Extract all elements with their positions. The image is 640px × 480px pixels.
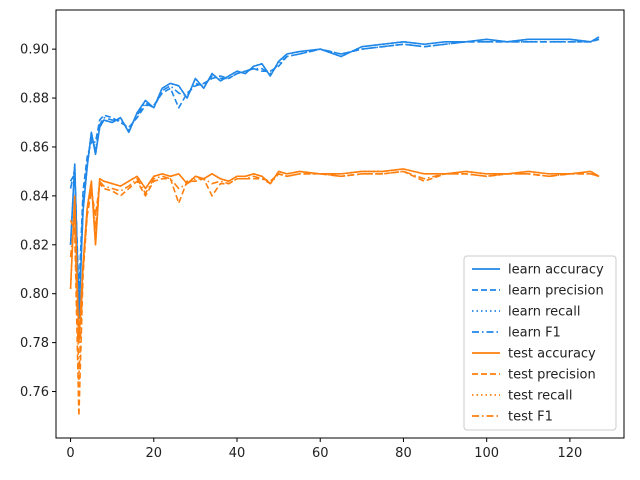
legend-label-learn-recall: learn recall [508, 305, 580, 320]
y-tick-label: 0.90 [20, 43, 49, 58]
series-line-learn-accuracy [69, 36, 600, 319]
y-tick-label: 0.84 [20, 189, 49, 204]
x-tick-label: 120 [557, 446, 582, 461]
legend-label-test-f1: test F1 [508, 410, 553, 425]
x-tick-label: 40 [229, 446, 246, 461]
legend-label-test-accuracy: test accuracy [508, 347, 596, 362]
legend-box [463, 255, 617, 431]
x-tick-label: 60 [312, 446, 329, 461]
x-tick-label: 80 [395, 446, 412, 461]
y-tick-label: 0.88 [20, 92, 49, 107]
legend: learn accuracy learn precision learn recal… [463, 255, 617, 431]
legend-label-learn-accuracy: learn accuracy [508, 263, 604, 278]
y-axis: 0.76 0.78 0.80 0.82 0.84 0.86 0.88 0.90 [20, 43, 56, 400]
legend-label-learn-precision: learn precision [508, 284, 604, 299]
series-line-test-recall [69, 168, 600, 344]
x-tick-label: 0 [66, 446, 74, 461]
series-line-test-f1 [69, 170, 600, 381]
y-tick-label: 0.78 [20, 336, 49, 351]
series-layer [69, 36, 600, 417]
y-tick-label: 0.82 [20, 238, 49, 253]
plot-area-frame [55, 9, 625, 439]
x-tick-label: 100 [474, 446, 499, 461]
x-tick-label: 20 [146, 446, 163, 461]
legend-label-test-recall: test recall [508, 389, 573, 404]
y-tick-label: 0.76 [20, 385, 49, 400]
y-tick-label: 0.80 [20, 287, 49, 302]
x-axis: 0 20 40 60 80 100 120 [66, 438, 582, 461]
legend-label-learn-f1: learn F1 [508, 326, 561, 341]
legend-label-test-precision: test precision [508, 368, 596, 383]
series-line-learn-precision [69, 38, 600, 295]
y-tick-label: 0.86 [20, 140, 49, 155]
